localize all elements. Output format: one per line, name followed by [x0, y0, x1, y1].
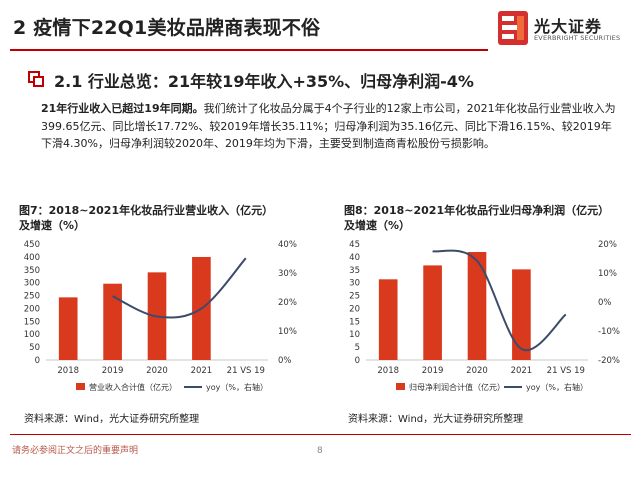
figure-7-title-line1: 图7：2018~2021年化妆品行业营业收入（亿元）	[19, 204, 274, 217]
right-axis-tick-label: 10%	[598, 269, 617, 279]
x-axis-tick-label: 21 VS 19	[547, 366, 585, 376]
left-axis-tick-label: 35	[349, 266, 360, 276]
brand-logo: 光大证券 EVERBRIGHT SECURITIES	[498, 9, 638, 49]
left-axis-tick-label: 300	[24, 279, 40, 289]
summary-paragraph: 21年行业收入已超过19年同期。我们统计了化妆品分属于4个子行业的12家上市公司…	[41, 100, 616, 153]
right-axis-tick-label: 20%	[598, 240, 617, 250]
legend-label-bar: 营业收入合计值（亿元）	[89, 382, 177, 392]
everbright-logo-icon	[498, 11, 528, 45]
logo-chinese-name: 光大证券	[534, 17, 603, 36]
footer-divider	[10, 434, 631, 435]
legend-label-line: yoy（%，右轴）	[206, 382, 268, 392]
bar	[378, 279, 398, 360]
yoy-series-line	[112, 257, 247, 319]
figure-7-source: 资料来源：Wind，光大证券研究所整理	[24, 414, 200, 425]
figure-7-chart: 0 50 100 150 200 250 300 350 400 450 0% 10% 20% 30% 40…	[24, 240, 297, 392]
legend-label-line: yoy（%，右轴）	[526, 382, 588, 392]
x-axis-tick-label: 2020	[466, 366, 488, 376]
figure-7-title-line2: 及增速（%）	[19, 219, 86, 232]
x-axis-tick-label: 2021	[191, 366, 213, 376]
bar	[58, 297, 78, 360]
left-axis-tick-label: 200	[24, 304, 40, 314]
legend-label-bar: 归母净利润合计值（亿元）	[409, 382, 505, 392]
figure-8-source: 资料来源：Wind，光大证券研究所整理	[348, 414, 524, 425]
left-axis-tick-label: 150	[24, 317, 40, 327]
x-axis-tick-label: 21 VS 19	[227, 366, 265, 376]
bar	[423, 265, 442, 360]
figure-8-title-line1: 图8：2018~2021年化妆品行业归母净利润（亿元）	[344, 204, 610, 217]
page-number: 8	[317, 446, 323, 456]
left-axis-tick-label: 400	[24, 253, 40, 263]
right-axis-tick-label: -10%	[598, 327, 620, 337]
right-axis-tick-label: 10%	[278, 327, 297, 337]
left-axis-tick-label: 250	[24, 292, 40, 302]
right-axis-tick-label: 0%	[598, 298, 612, 308]
right-axis-tick-label: -20%	[598, 356, 620, 366]
x-axis-tick-label: 2018	[57, 366, 79, 376]
left-axis-tick-label: 15	[349, 317, 360, 327]
page-title: 2 疫情下22Q1美妆品牌商表现不俗	[13, 17, 321, 39]
right-axis-tick-label: 40%	[278, 240, 297, 250]
left-axis-tick-label: 0	[355, 356, 360, 366]
right-axis-tick-label: 20%	[278, 298, 297, 308]
x-axis-tick-label: 2018	[377, 366, 399, 376]
bar	[103, 283, 122, 360]
left-axis-tick-label: 20	[349, 304, 360, 314]
footer-disclaimer: 请务必参阅正文之后的重要声明	[12, 446, 139, 456]
left-axis-tick-label: 10	[349, 330, 360, 340]
figure-7-title: 图7：2018~2021年化妆品行业营业收入（亿元） 及增速（%）	[19, 203, 273, 233]
left-axis-tick-label: 30	[349, 279, 360, 289]
legend-swatch-bar	[396, 383, 405, 390]
right-axis-tick-label: 0%	[278, 356, 292, 366]
logo-english-name: EVERBRIGHT SECURITIES	[534, 34, 621, 42]
x-axis-tick-label: 2021	[511, 366, 533, 376]
bar	[512, 269, 531, 360]
left-axis-tick-label: 450	[24, 240, 40, 250]
section-bullet-icon	[28, 71, 44, 87]
figure-8-title: 图8：2018~2021年化妆品行业归母净利润（亿元） 及增速（%）	[344, 203, 609, 233]
legend-swatch-bar	[76, 383, 85, 390]
left-axis-tick-label: 45	[349, 240, 360, 250]
left-axis-tick-label: 25	[349, 292, 360, 302]
yoy-series-line	[432, 249, 567, 352]
right-axis-tick-label: 30%	[278, 269, 297, 279]
figure-8-chart: 0 5 10 15 20 25 30 35 40 45 -20% -10% 0% 10% 20% 2018 20…	[349, 240, 620, 392]
left-axis-tick-label: 5	[355, 343, 360, 353]
left-axis-tick-label: 50	[29, 343, 40, 353]
left-axis-tick-label: 40	[349, 253, 360, 263]
summary-lead: 21年行业收入已超过19年同期。	[41, 102, 204, 115]
left-axis-tick-label: 0	[35, 356, 40, 366]
left-axis-tick-label: 350	[24, 266, 40, 276]
bar	[467, 251, 487, 360]
x-axis-tick-label: 2019	[102, 366, 124, 376]
left-axis-tick-label: 100	[24, 330, 40, 340]
summary-text: 我们统计了化妆品分属于4个子行业的12家上市公司，2021年化妆品行业营业收入为…	[41, 102, 616, 150]
title-divider	[10, 49, 488, 51]
x-axis-tick-label: 2019	[422, 366, 444, 376]
figure-8-title-line2: 及增速（%）	[344, 219, 411, 232]
x-axis-tick-label: 2020	[146, 366, 168, 376]
section-title: 2.1 行业总览：21年较19年收入+35%、归母净利润-4%	[54, 72, 474, 91]
